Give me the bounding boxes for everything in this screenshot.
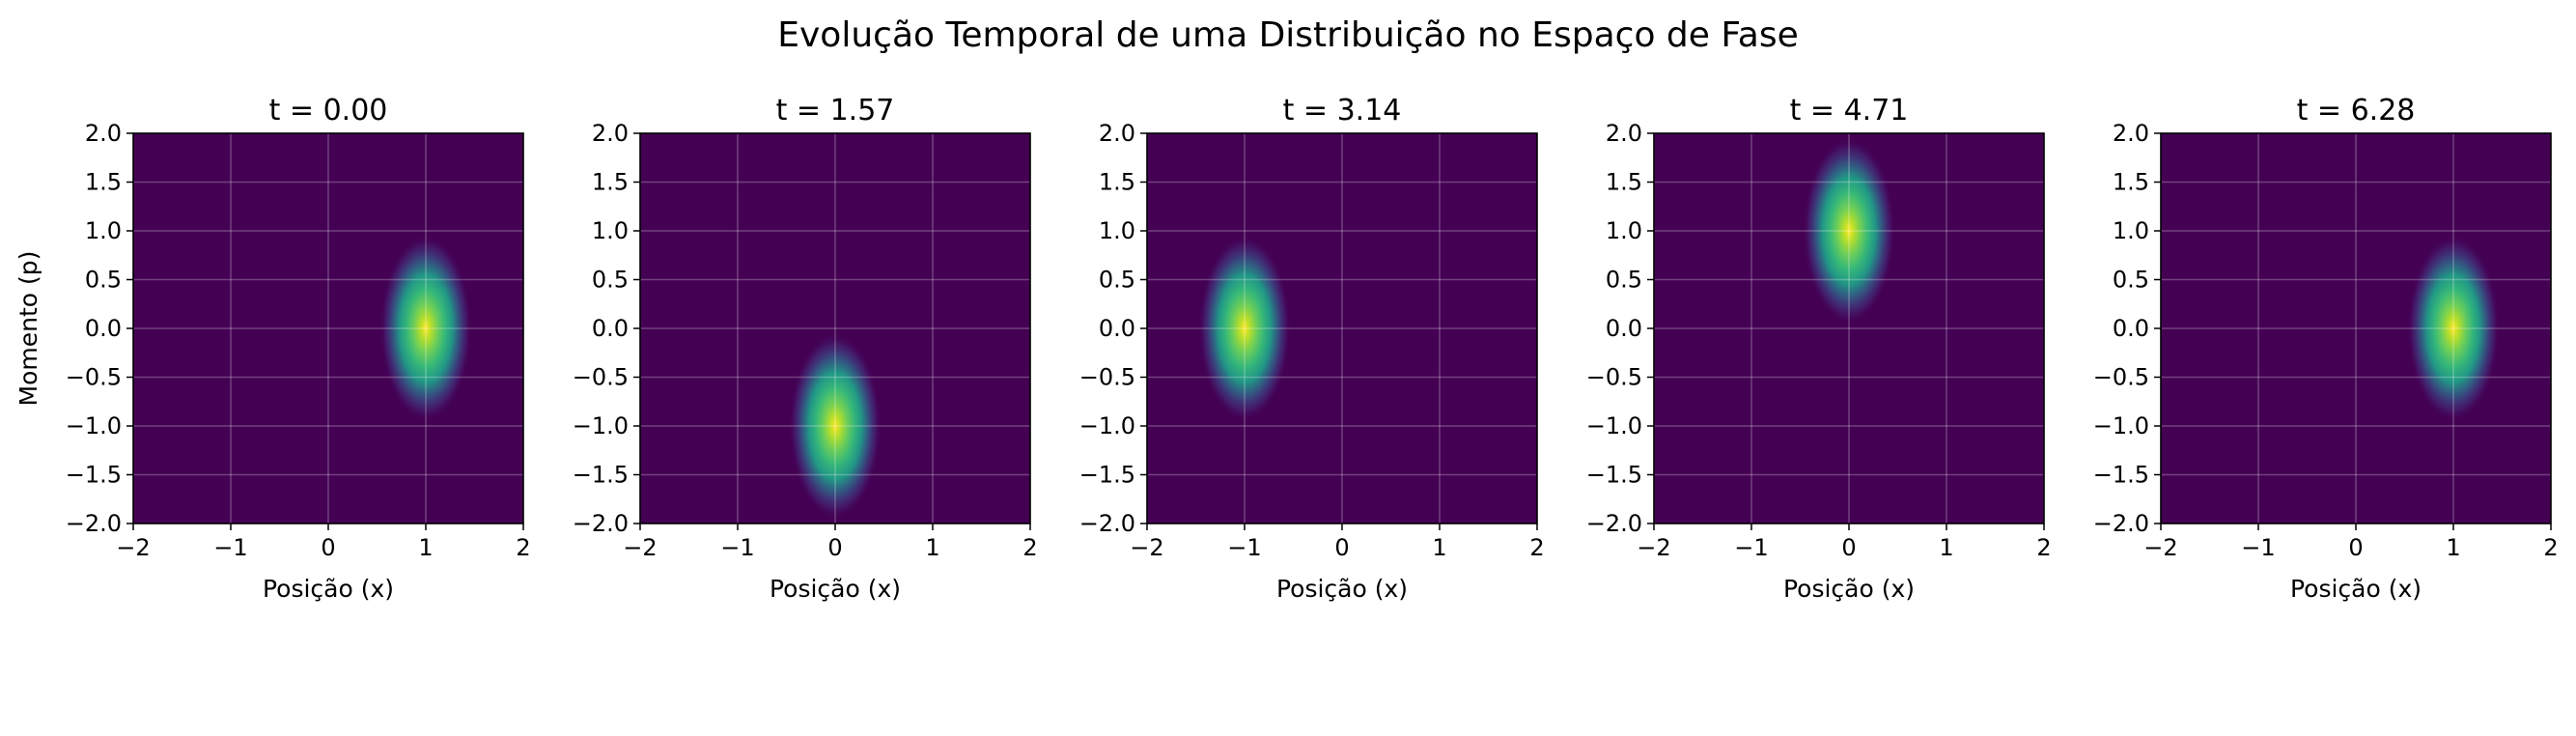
- x-tick-label: 0: [1841, 534, 1856, 561]
- density-peak: [2407, 236, 2500, 421]
- y-tick-label: −2.0: [1079, 510, 1135, 537]
- y-tick-label: −1.0: [66, 412, 122, 439]
- y-tick-label: −1.5: [573, 462, 629, 489]
- y-tick-label: 0.0: [85, 315, 122, 342]
- y-tick-label: 0.5: [85, 267, 122, 294]
- x-tick-label: −1: [2241, 534, 2275, 561]
- x-tick-label: 1: [2446, 534, 2460, 561]
- y-tick-label: 1.0: [592, 217, 629, 244]
- x-tick-label: 2: [2036, 534, 2051, 561]
- x-tick-label: −1: [720, 534, 754, 561]
- y-tick-label: −0.5: [66, 364, 122, 391]
- y-tick-label: 2.0: [85, 120, 122, 147]
- y-tick-label: −2.0: [1586, 510, 1642, 537]
- x-tick-label: −2: [623, 534, 657, 561]
- y-tick-label: −1.0: [573, 412, 629, 439]
- panel-title: t = 3.14: [1283, 94, 1402, 127]
- x-tick-label: −2: [2143, 534, 2177, 561]
- y-tick-label: 2.0: [1099, 120, 1135, 147]
- y-tick-label: −1.0: [2093, 412, 2149, 439]
- y-tick-label: 0.5: [2113, 267, 2149, 294]
- y-tick-label: 0.5: [1099, 267, 1135, 294]
- y-tick-label: −0.5: [2093, 364, 2149, 391]
- chart-panel: −2 −1 0 1 2 −2.0 −1.5 −1.0 −0.5 0.0 0.5 1.0 1.5 2.0 t …: [14, 94, 531, 603]
- x-tick-label: 1: [925, 534, 939, 561]
- x-tick-label: 2: [1022, 534, 1037, 561]
- y-axis-label: Momento (p): [14, 251, 42, 407]
- x-tick-label: 0: [827, 534, 842, 561]
- x-axis-label: Posição (x): [263, 575, 394, 603]
- chart-panel: −2 −1 0 1 2 −2.0 −1.5 −1.0 −0.5 0.0 0.5 1.0 1.5 2.0 t …: [1586, 94, 2052, 603]
- chart-panel: −2 −1 0 1 2 −2.0 −1.5 −1.0 −0.5 0.0 0.5 1.0 1.5 2.0 t …: [2093, 94, 2559, 603]
- y-tick-label: 1.5: [1606, 169, 1642, 196]
- y-tick-label: 1.5: [1099, 169, 1135, 196]
- y-tick-label: 1.5: [85, 169, 122, 196]
- figure-title: Evolução Temporal de uma Distribuição no…: [777, 15, 1798, 55]
- x-tick-label: 2: [2543, 534, 2558, 561]
- x-tick-label: −1: [213, 534, 247, 561]
- density-peak: [1803, 138, 1895, 324]
- y-tick-label: 0.0: [2113, 315, 2149, 342]
- x-tick-label: −2: [1130, 534, 1163, 561]
- x-tick-label: 2: [1529, 534, 1544, 561]
- x-axis-label: Posição (x): [1276, 575, 1408, 603]
- y-tick-label: −1.0: [1586, 412, 1642, 439]
- density-peak: [789, 333, 882, 519]
- y-tick-label: −0.5: [1586, 364, 1642, 391]
- y-tick-label: 1.0: [85, 217, 122, 244]
- panels: −2 −1 0 1 2 −2.0 −1.5 −1.0 −0.5 0.0 0.5 1.0 1.5 2.0 t …: [14, 94, 2559, 603]
- y-tick-label: 2.0: [2113, 120, 2149, 147]
- y-tick-label: 0.0: [1099, 315, 1135, 342]
- chart-panel: −2 −1 0 1 2 −2.0 −1.5 −1.0 −0.5 0.0 0.5 1.0 1.5 2.0 t …: [573, 94, 1038, 603]
- y-tick-label: −1.0: [1079, 412, 1135, 439]
- y-tick-label: −2.0: [66, 510, 122, 537]
- y-tick-label: 1.5: [2113, 169, 2149, 196]
- y-tick-label: −1.5: [1586, 462, 1642, 489]
- y-tick-label: 2.0: [1606, 120, 1642, 147]
- x-tick-label: 0: [321, 534, 335, 561]
- x-axis-label: Posição (x): [1783, 575, 1915, 603]
- panel-title: t = 4.71: [1790, 94, 1909, 127]
- x-tick-label: 0: [1334, 534, 1349, 561]
- y-tick-label: −0.5: [1079, 364, 1135, 391]
- panel-title: t = 1.57: [776, 94, 895, 127]
- x-tick-label: −2: [116, 534, 150, 561]
- y-tick-label: 0.0: [592, 315, 629, 342]
- y-tick-label: −2.0: [573, 510, 629, 537]
- x-tick-label: −2: [1637, 534, 1670, 561]
- y-tick-label: −1.5: [66, 462, 122, 489]
- y-tick-label: −1.5: [2093, 462, 2149, 489]
- y-tick-label: −0.5: [573, 364, 629, 391]
- x-tick-label: 2: [516, 534, 530, 561]
- panel-title: t = 6.28: [2297, 94, 2416, 127]
- y-tick-label: 1.0: [1099, 217, 1135, 244]
- y-tick-label: 0.5: [592, 267, 629, 294]
- density-peak: [1198, 236, 1291, 421]
- x-tick-label: −1: [1734, 534, 1768, 561]
- x-axis-label: Posição (x): [2290, 575, 2422, 603]
- y-tick-label: 1.5: [592, 169, 629, 196]
- y-tick-label: 1.0: [2113, 217, 2149, 244]
- y-tick-label: 2.0: [592, 120, 629, 147]
- y-tick-label: 0.5: [1606, 267, 1642, 294]
- x-axis-label: Posição (x): [770, 575, 901, 603]
- y-tick-label: 1.0: [1606, 217, 1642, 244]
- x-tick-label: 1: [418, 534, 433, 561]
- x-tick-label: 0: [2348, 534, 2363, 561]
- y-tick-label: −1.5: [1079, 462, 1135, 489]
- x-tick-label: 1: [1939, 534, 1953, 561]
- panel-title: t = 0.00: [269, 94, 388, 127]
- y-tick-label: 0.0: [1606, 315, 1642, 342]
- x-tick-label: −1: [1227, 534, 1261, 561]
- density-peak: [379, 236, 472, 421]
- chart-panel: −2 −1 0 1 2 −2.0 −1.5 −1.0 −0.5 0.0 0.5 1.0 1.5 2.0 t …: [1079, 94, 1545, 603]
- y-tick-label: −2.0: [2093, 510, 2149, 537]
- x-tick-label: 1: [1432, 534, 1446, 561]
